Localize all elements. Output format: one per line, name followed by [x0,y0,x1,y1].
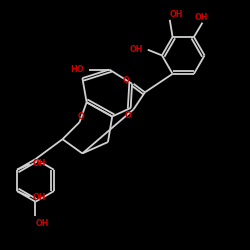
Text: OH: OH [33,159,46,168]
Text: OH: OH [170,10,183,19]
Text: O: O [78,112,84,121]
Text: OH: OH [194,12,208,22]
Text: OH: OH [33,193,46,202]
Text: HO: HO [70,65,84,74]
Text: O: O [123,76,130,86]
Text: OH: OH [130,45,143,54]
Text: OH: OH [36,218,49,228]
Text: O: O [124,110,131,120]
